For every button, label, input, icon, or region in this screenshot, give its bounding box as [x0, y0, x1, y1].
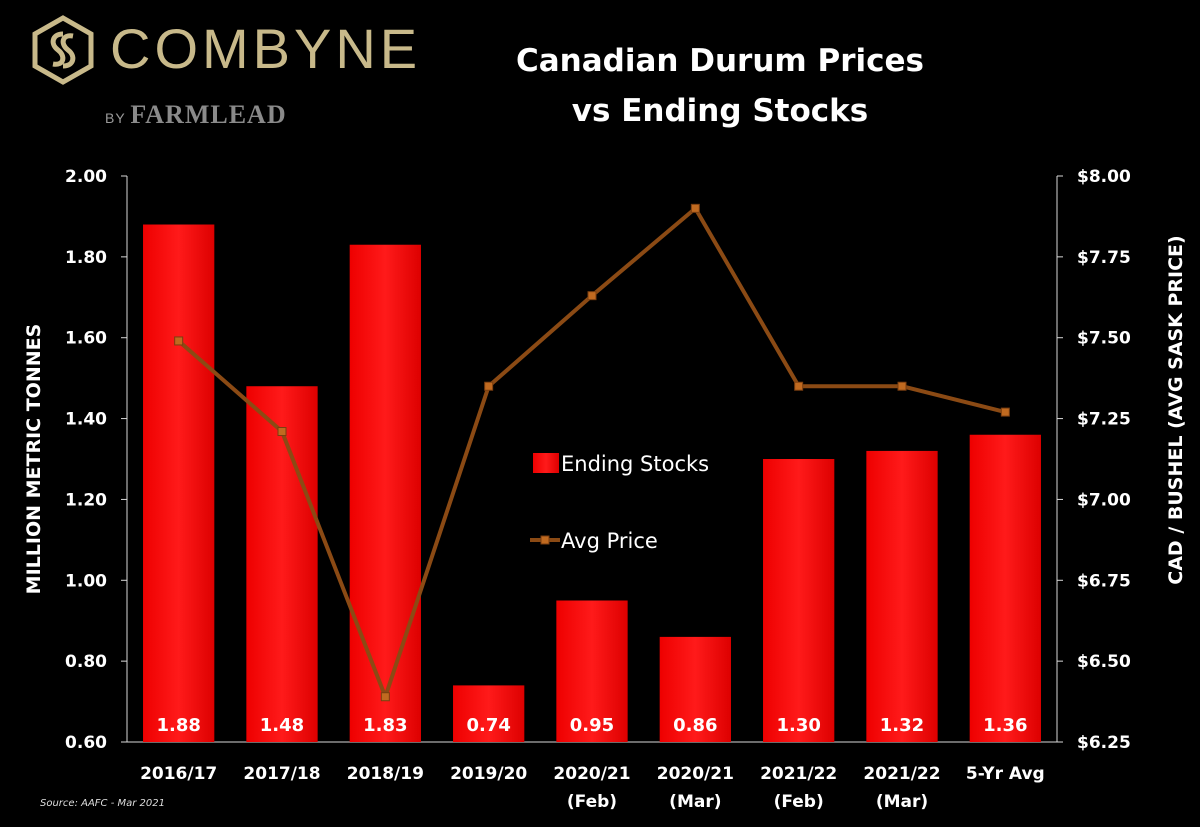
bar-ending-stocks	[556, 600, 628, 742]
bar-data-label: 1.36	[983, 715, 1027, 736]
left-tick-label: 0.80	[65, 652, 107, 672]
x-category-label: 2021/22	[760, 764, 837, 784]
x-category-label: (Mar)	[876, 792, 928, 812]
bar-data-label: 1.30	[776, 715, 820, 736]
bar-ending-stocks	[969, 434, 1041, 742]
chart-title: Canadian Durum Prices vs Ending Stocks	[470, 36, 970, 136]
avg-price-marker	[174, 336, 184, 346]
avg-price-marker	[277, 427, 287, 437]
avg-price-marker	[1000, 407, 1010, 417]
bar-ending-stocks	[866, 450, 938, 742]
x-category-label: (Feb)	[774, 792, 824, 812]
left-tick-label: 1.20	[65, 490, 107, 510]
chart-title-line1: Canadian Durum Prices	[516, 43, 924, 79]
right-axis-title: CAD / BUSHEL (AVG SASK PRICE)	[1165, 235, 1187, 584]
brand-name: COMBYNE	[110, 17, 422, 80]
bar-data-label: 0.95	[570, 715, 614, 736]
right-tick-label: $8.00	[1077, 167, 1131, 187]
brand-byline: BY FARMLEAD	[105, 100, 287, 130]
bar-data-label: 1.88	[156, 715, 200, 736]
byline-by: BY	[105, 110, 126, 126]
right-tick-label: $6.75	[1077, 571, 1131, 591]
bar-ending-stocks	[143, 224, 215, 742]
right-tick-label: $7.00	[1077, 490, 1131, 510]
left-tick-label: 1.80	[65, 248, 107, 268]
legend-avg-price-label: Avg Price	[561, 529, 658, 553]
bar-ending-stocks	[763, 459, 835, 742]
chart-title-line2: vs Ending Stocks	[571, 93, 869, 129]
left-tick-label: 0.60	[65, 733, 107, 753]
bar-ending-stocks	[453, 685, 525, 742]
right-tick-label: $7.50	[1077, 329, 1131, 349]
bar-ending-stocks	[659, 636, 731, 742]
x-category-label: 2020/21	[553, 764, 630, 784]
right-tick-label: $7.25	[1077, 410, 1131, 430]
bar-data-label: 1.48	[260, 715, 304, 736]
left-axis-title: MILLION METRIC TONNES	[23, 324, 45, 595]
x-category-label: 2016/17	[140, 764, 217, 784]
bar-data-label: 1.83	[363, 715, 407, 736]
avg-price-marker	[484, 381, 494, 391]
left-tick-label: 1.00	[65, 571, 107, 591]
x-category-label: (Feb)	[567, 792, 617, 812]
legend-ending-stocks-swatch	[533, 453, 559, 473]
left-tick-label: 2.00	[65, 167, 107, 187]
byline-partner: FARMLEAD	[130, 100, 287, 129]
avg-price-marker	[587, 291, 597, 301]
x-category-label: 2018/19	[347, 764, 424, 784]
right-tick-label: $7.75	[1077, 248, 1131, 268]
x-category-label: (Mar)	[669, 792, 721, 812]
x-category-label: 2020/21	[657, 764, 734, 784]
right-tick-label: $6.25	[1077, 733, 1131, 753]
right-tick-label: $6.50	[1077, 652, 1131, 672]
avg-price-marker	[690, 203, 700, 213]
x-category-label: 2019/20	[450, 764, 527, 784]
legend-ending-stocks-label: Ending Stocks	[561, 452, 709, 476]
legend-avg-price-marker	[540, 535, 550, 545]
avg-price-marker	[897, 381, 907, 391]
bar-ending-stocks	[246, 386, 318, 742]
left-tick-label: 1.40	[65, 410, 107, 430]
x-category-label: 5-Yr Avg	[966, 764, 1045, 784]
bar-ending-stocks	[349, 244, 421, 742]
x-category-label: 2017/18	[243, 764, 320, 784]
avg-price-marker	[380, 692, 390, 702]
left-tick-label: 1.60	[65, 329, 107, 349]
source-note: Source: AAFC - Mar 2021	[40, 798, 165, 809]
bar-data-label: 0.74	[466, 715, 510, 736]
bar-data-label: 1.32	[880, 715, 924, 736]
bar-data-label: 0.86	[673, 715, 717, 736]
avg-price-marker	[794, 381, 804, 391]
x-category-label: 2021/22	[863, 764, 940, 784]
combyne-logo-icon	[28, 14, 98, 90]
